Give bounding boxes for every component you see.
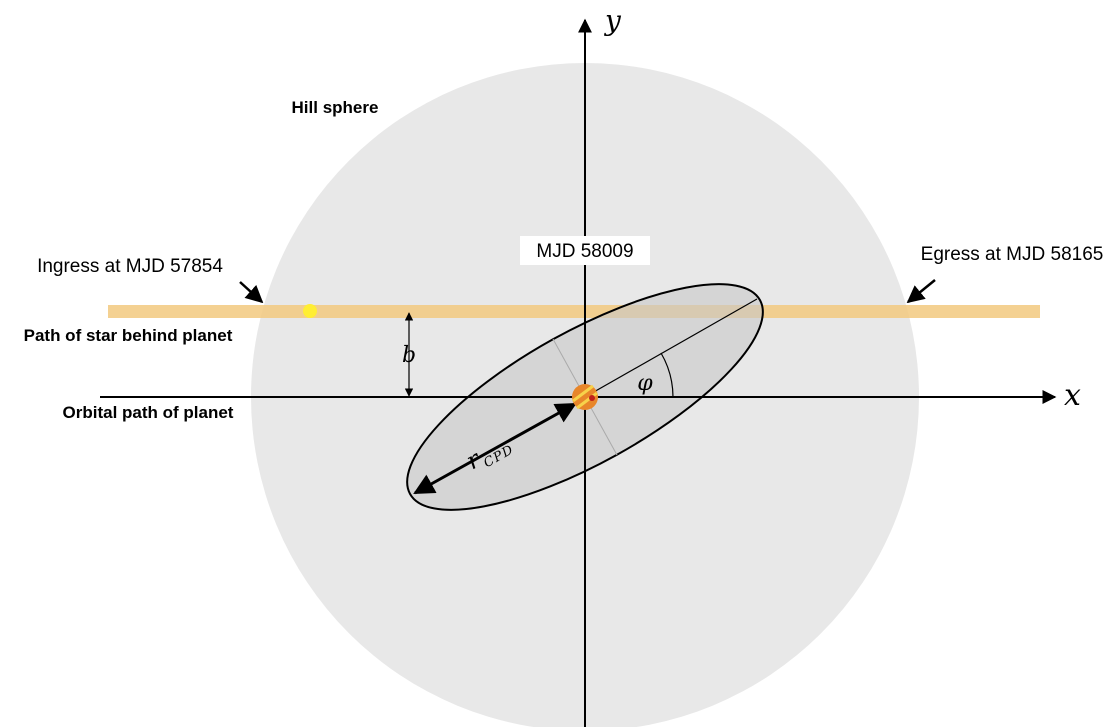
angle-symbol: φ — [637, 371, 653, 396]
egress-label: Egress at MJD 58165 — [921, 244, 1104, 265]
star — [303, 304, 317, 318]
egress-arrow — [906, 279, 936, 304]
planet — [572, 384, 598, 410]
star-path-band — [108, 305, 1040, 318]
star-path-label: Path of star behind planet — [24, 326, 233, 345]
angle-arc — [660, 352, 674, 398]
ingress-label: Ingress at MJD 57854 — [37, 256, 223, 277]
y-symbol: y — [603, 4, 622, 37]
radius-arrow — [413, 402, 577, 495]
major-axis — [584, 298, 758, 398]
orbital-path-label: Orbital path of planet — [63, 403, 234, 422]
impact-symbol: b — [402, 343, 416, 368]
mid-epoch-box — [520, 236, 650, 265]
ingress-arrow — [239, 281, 264, 304]
x-symbol: x — [1064, 378, 1081, 413]
hill-sphere-label: Hill sphere — [292, 98, 379, 117]
mid-epoch-label: MJD 58009 — [536, 241, 633, 262]
